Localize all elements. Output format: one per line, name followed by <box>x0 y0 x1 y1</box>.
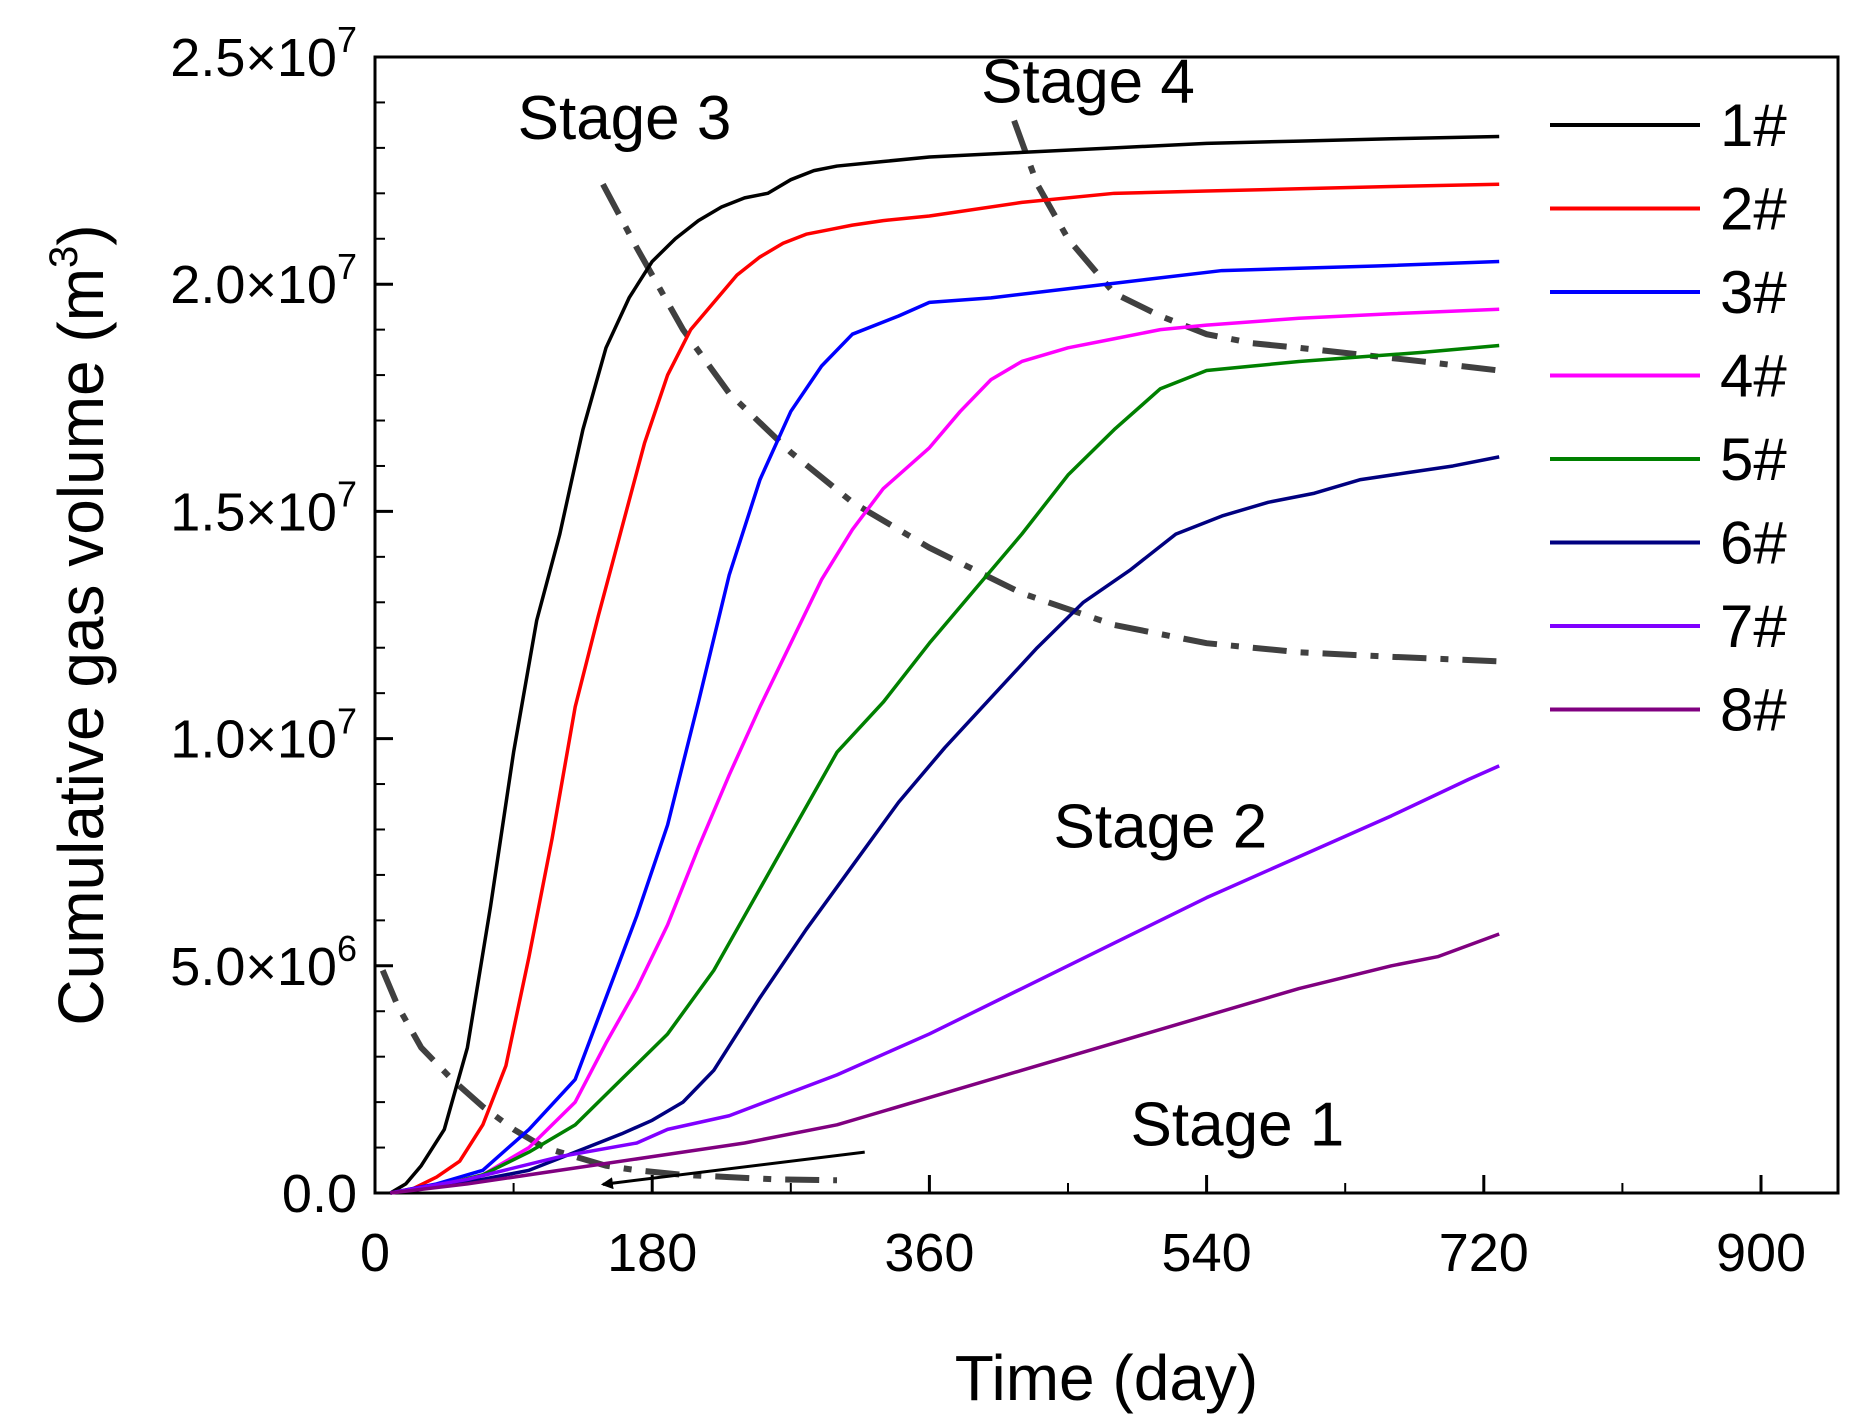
x-tick-label: 900 <box>1716 1223 1806 1283</box>
y-axis-title: Cumulative gas volume (m3) <box>42 224 117 1025</box>
y-tick-mantissa: 2.0×10 <box>170 255 337 315</box>
y-axis-title-main: Cumulative gas volume (m <box>45 268 117 1026</box>
y-tick-exponent: 7 <box>337 246 357 287</box>
stage-3-4-boundary <box>1011 119 1500 374</box>
y-axis-title-end: ) <box>45 224 117 245</box>
y-tick-mantissa: 1.5×10 <box>170 482 337 542</box>
legend-label: 3# <box>1720 259 1787 326</box>
legend-label: 2# <box>1720 176 1787 243</box>
y-tick-exponent: 7 <box>337 19 357 60</box>
legend-label: 1# <box>1720 92 1787 159</box>
y-tick-exponent: 6 <box>337 928 357 969</box>
x-axis-title: Time (day) <box>955 1342 1258 1414</box>
stage-2-3-boundary <box>600 182 1500 665</box>
series-line-4 <box>390 307 1500 1195</box>
y-tick-mantissa: 0.0 <box>282 1164 357 1224</box>
stage-label: Stage 4 <box>981 47 1195 116</box>
y-tick-exponent: 7 <box>337 473 357 514</box>
legend-label: 8# <box>1720 677 1787 744</box>
x-tick-label: 180 <box>607 1223 697 1283</box>
x-tick-label: 720 <box>1439 1223 1529 1283</box>
legend-label: 6# <box>1720 510 1787 577</box>
stage-label: Stage 1 <box>1131 1090 1345 1159</box>
legend-label: 4# <box>1720 343 1787 410</box>
series-line-3 <box>390 259 1500 1195</box>
series-line-7 <box>390 764 1500 1195</box>
stage-1-arrow <box>600 1150 865 1190</box>
series-line-5 <box>390 343 1500 1195</box>
x-tick-label: 0 <box>360 1223 390 1283</box>
y-tick-exponent: 7 <box>337 701 357 742</box>
series-line-1 <box>389 134 1500 1195</box>
legend-label: 7# <box>1720 593 1787 660</box>
x-tick-label: 360 <box>884 1223 974 1283</box>
y-tick-label: 2.0×107 <box>170 246 357 315</box>
plot-frame <box>373 55 1840 1195</box>
y-tick-mantissa: 2.5×10 <box>170 28 337 88</box>
y-tick-label: 0.0 <box>282 1164 357 1224</box>
y-tick-label: 1.5×107 <box>170 473 357 542</box>
series-line-6 <box>390 455 1500 1195</box>
y-tick-label: 1.0×107 <box>170 701 357 770</box>
stage-label: Stage 2 <box>1054 793 1268 862</box>
series-line-8 <box>390 932 1500 1195</box>
y-axis-title-sup: 3 <box>42 246 86 268</box>
x-tick-label: 540 <box>1162 1223 1252 1283</box>
y-tick-mantissa: 1.0×10 <box>170 710 337 770</box>
series-line-2 <box>390 182 1500 1195</box>
y-tick-label: 2.5×107 <box>170 19 357 88</box>
legend-label: 5# <box>1720 426 1787 493</box>
y-tick-label: 5.0×106 <box>170 928 357 997</box>
stage-label: Stage 3 <box>518 84 732 153</box>
y-tick-mantissa: 5.0×10 <box>170 937 337 997</box>
stage-1-boundary <box>379 969 838 1184</box>
